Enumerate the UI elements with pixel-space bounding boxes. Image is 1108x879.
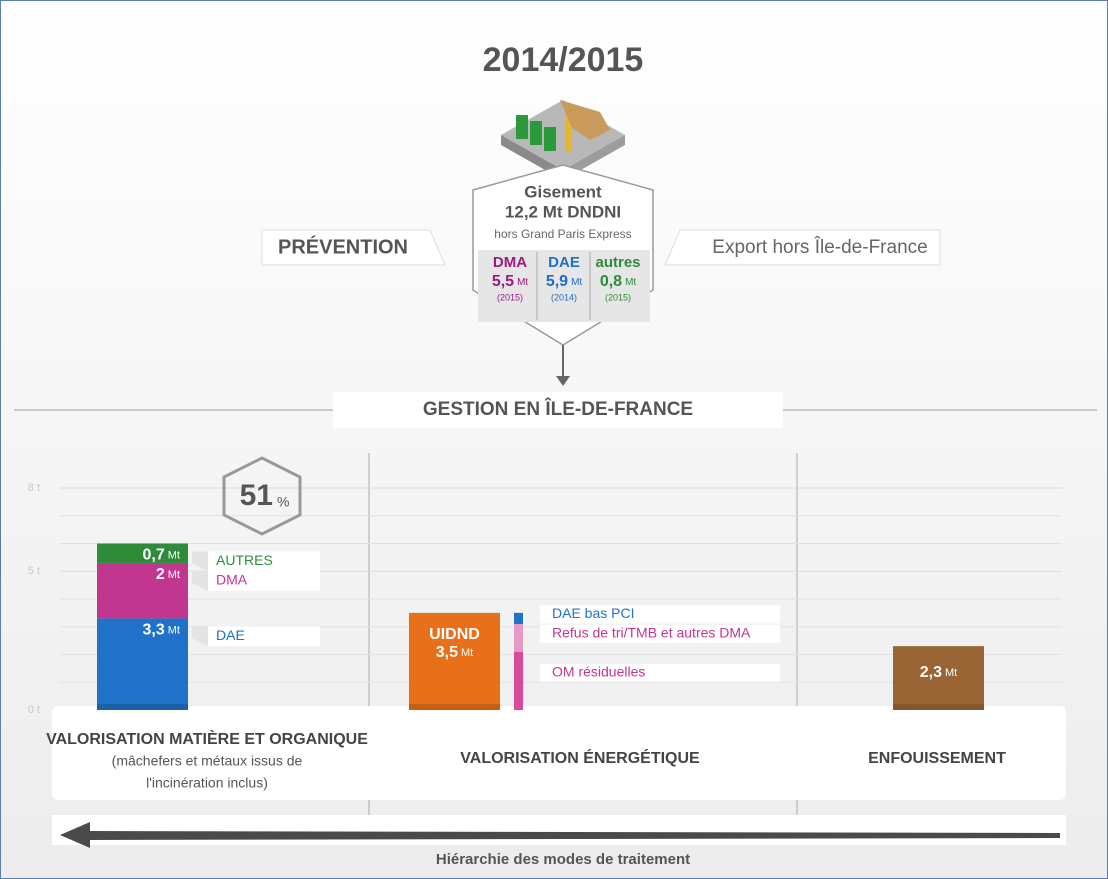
part-year: (2015) xyxy=(605,292,631,302)
y-tick-label: 5 t xyxy=(28,565,40,577)
value-unit: Mt xyxy=(461,647,473,659)
category-note: (mâchefers et métaux issus de xyxy=(112,753,303,769)
bar-base xyxy=(409,704,500,710)
value-number: 2,3 xyxy=(920,664,942,681)
part-number: 5,5 xyxy=(492,273,514,290)
share-unit: % xyxy=(277,494,289,510)
value-unit: Mt xyxy=(168,624,180,636)
breakdown-segment xyxy=(514,652,523,710)
title: 2014/2015 xyxy=(483,41,644,79)
breakdown-segment xyxy=(514,624,523,652)
part-name: DMA xyxy=(493,254,527,271)
gisement-title: Gisement xyxy=(524,182,602,201)
part-number: 5,9 xyxy=(546,273,568,290)
legend-label: DAE xyxy=(216,627,245,643)
breakdown-label: DAE bas PCI xyxy=(552,605,634,621)
part-unit: Mt xyxy=(517,277,528,288)
part-year: (2014) xyxy=(551,292,577,302)
breakdown-segment xyxy=(514,613,523,624)
infographic: 2014/2015 Gisement 12,2 Mt DNDNI hors Gr… xyxy=(0,0,1108,879)
category-label: VALORISATION MATIÈRE ET ORGANIQUE xyxy=(46,729,368,748)
part-name: autres xyxy=(595,254,640,271)
gisement-total: 12,2 Mt DNDNI xyxy=(505,202,621,221)
y-tick-label: 8 t xyxy=(28,482,40,494)
hierarchy-bar xyxy=(52,815,1066,845)
breakdown-label: Refus de tri/TMB et autres DMA xyxy=(552,625,751,641)
part-unit: Mt xyxy=(625,277,636,288)
export: Export hors Île-de-France xyxy=(712,236,927,258)
bar-base xyxy=(97,704,188,710)
value-unit: Mt xyxy=(168,549,180,561)
series-name: UIDND xyxy=(429,626,480,643)
legend-label: AUTRES xyxy=(216,552,273,568)
value-unit: Mt xyxy=(945,667,957,679)
part-number: 0,8 xyxy=(600,273,622,290)
part-year: (2015) xyxy=(497,292,523,302)
prevention: PRÉVENTION xyxy=(278,235,408,258)
value-number: 3,3 xyxy=(143,622,165,639)
category-label: VALORISATION ÉNERGÉTIQUE xyxy=(460,748,700,767)
legend-label: DMA xyxy=(216,572,248,588)
hierarchy: Hiérarchie des modes de traitement xyxy=(436,851,690,868)
share-value: 51 xyxy=(240,479,273,512)
value-number: 2 xyxy=(156,566,165,583)
part-unit: Mt xyxy=(571,277,582,288)
bar-base xyxy=(893,704,984,710)
category-label: ENFOUISSEMENT xyxy=(868,750,1006,767)
category-note: l'incinération inclus) xyxy=(146,775,268,791)
gestion: GESTION EN ÎLE-DE-FRANCE xyxy=(423,398,693,420)
gisement-note: hors Grand Paris Express xyxy=(494,227,631,241)
value-number: 3,5 xyxy=(436,644,458,661)
value-number: 0,7 xyxy=(143,547,165,564)
y-tick-label: 0 t xyxy=(28,704,40,716)
part-name: DAE xyxy=(548,254,580,271)
breakdown-label: OM résiduelles xyxy=(552,664,645,680)
value-unit: Mt xyxy=(168,569,180,581)
